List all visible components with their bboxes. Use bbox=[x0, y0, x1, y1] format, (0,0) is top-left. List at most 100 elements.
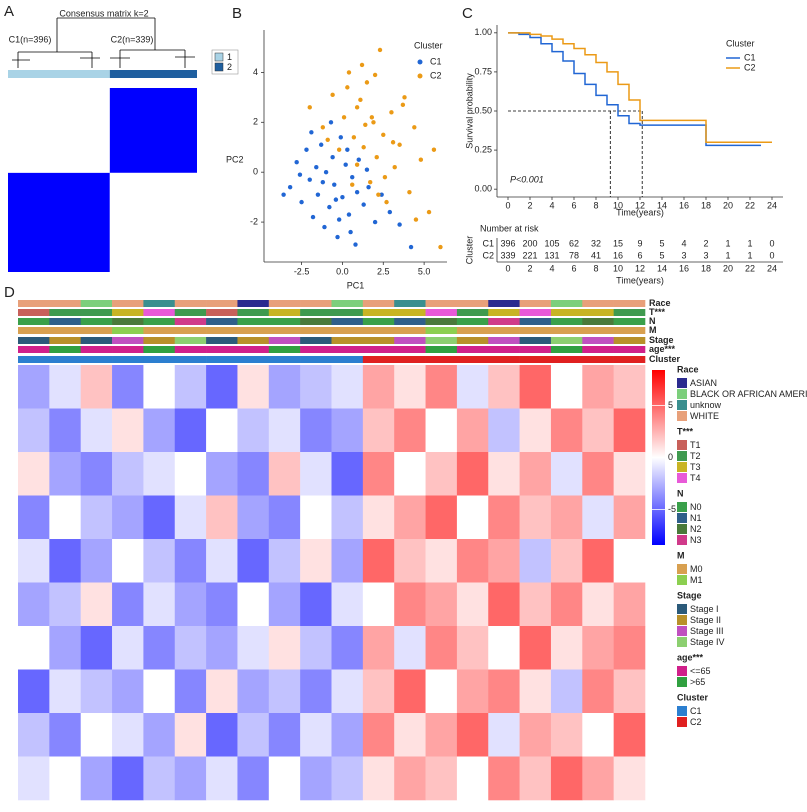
annotation-cell bbox=[300, 337, 332, 344]
heatmap-cell bbox=[582, 495, 614, 540]
point bbox=[320, 179, 326, 185]
heatmap-cell bbox=[143, 713, 176, 757]
heatmap-cell bbox=[519, 669, 552, 714]
point bbox=[364, 80, 370, 85]
heatmap-cell bbox=[394, 669, 426, 714]
annotation-label: N bbox=[649, 316, 656, 326]
heatmap-cell bbox=[394, 495, 426, 540]
risk-value: 200 bbox=[522, 238, 537, 248]
risk-value: 3 bbox=[703, 250, 708, 260]
point bbox=[412, 125, 417, 130]
legend-swatch bbox=[677, 666, 687, 676]
point bbox=[350, 174, 355, 180]
heatmap-cell bbox=[550, 495, 583, 540]
heatmap-cell bbox=[550, 756, 583, 801]
heatmap-cell bbox=[425, 539, 458, 583]
legend-title: age*** bbox=[677, 652, 704, 662]
annotation-cell bbox=[112, 346, 144, 353]
heatmap-cell bbox=[613, 539, 646, 583]
point bbox=[315, 192, 321, 197]
point bbox=[390, 140, 396, 145]
legend-swatch bbox=[677, 440, 687, 450]
heatmap-cell bbox=[362, 539, 395, 583]
annotation-cell bbox=[206, 337, 238, 344]
annotation-cell bbox=[425, 337, 458, 344]
heatmap-cell bbox=[268, 365, 301, 409]
annotation-cell bbox=[519, 356, 552, 363]
x-tick-label: 4 bbox=[549, 200, 554, 210]
annotation-label: Race bbox=[649, 298, 671, 308]
heatmap-cell bbox=[237, 539, 270, 583]
point bbox=[325, 137, 330, 142]
heatmap-cell bbox=[394, 582, 426, 627]
annotation-cell bbox=[49, 300, 81, 307]
annotation-cell bbox=[300, 309, 332, 316]
heatmap-cell bbox=[488, 408, 520, 453]
annotation-cell bbox=[425, 300, 458, 307]
heatmap-cell bbox=[394, 408, 426, 453]
annotation-cell bbox=[613, 327, 646, 334]
risk-value: 6 bbox=[637, 250, 642, 260]
point bbox=[327, 204, 332, 210]
heatmap-cell bbox=[488, 365, 520, 409]
x-tick-label: 16 bbox=[679, 200, 689, 210]
annotation-cell bbox=[488, 337, 520, 344]
annotation-cell bbox=[394, 346, 426, 353]
heatmap-cell bbox=[425, 365, 458, 409]
point bbox=[307, 177, 312, 182]
x-tick-label: 5.0 bbox=[418, 266, 431, 276]
panel-label: B bbox=[232, 5, 242, 22]
point bbox=[338, 135, 343, 140]
heatmap-cell bbox=[268, 495, 301, 540]
risk-value: 1 bbox=[747, 238, 752, 248]
heatmap-cell bbox=[519, 626, 552, 670]
annotation-cell bbox=[143, 300, 176, 307]
annotation-cell bbox=[300, 356, 332, 363]
heatmap-cell bbox=[456, 669, 489, 714]
heatmap-cell bbox=[331, 756, 364, 801]
heatmap-cell bbox=[18, 495, 50, 540]
heatmap-cell bbox=[143, 756, 176, 801]
annotation-cell bbox=[18, 300, 50, 307]
point bbox=[408, 244, 414, 250]
point bbox=[346, 70, 352, 75]
annotation-cell bbox=[613, 337, 646, 344]
annotation-cell bbox=[550, 356, 583, 363]
point bbox=[345, 85, 350, 90]
heatmap-cell bbox=[456, 756, 489, 801]
x-tick-label: 6 bbox=[571, 200, 576, 210]
heatmap-cell bbox=[80, 582, 113, 627]
annotation-cell bbox=[300, 300, 332, 307]
heatmap-cell bbox=[80, 495, 113, 540]
annotation-cell bbox=[300, 327, 332, 334]
heatmap-cell bbox=[425, 495, 458, 540]
risk-value: 5 bbox=[659, 238, 664, 248]
annotation-cell bbox=[582, 300, 614, 307]
heatmap-cell bbox=[488, 669, 520, 714]
point bbox=[318, 142, 324, 147]
legend-swatch bbox=[677, 502, 687, 512]
risk-value: 1 bbox=[725, 250, 730, 260]
legend-label: M0 bbox=[690, 564, 703, 574]
annotation-cell bbox=[331, 356, 364, 363]
heatmap-cell bbox=[488, 713, 520, 757]
legend-title: Cluster bbox=[677, 692, 709, 702]
heatmap-cell bbox=[394, 626, 426, 670]
annotation-cell bbox=[174, 346, 207, 353]
annotation-label: Cluster bbox=[649, 354, 681, 364]
annotation-cell bbox=[268, 309, 301, 316]
heatmap-cell bbox=[362, 626, 395, 670]
heatmap-cell bbox=[300, 669, 332, 714]
legend-swatch bbox=[677, 677, 687, 687]
heatmap-cell bbox=[519, 408, 552, 453]
heatmap-cell bbox=[519, 713, 552, 757]
risk-x-tick-label: 18 bbox=[701, 263, 711, 273]
point bbox=[368, 179, 373, 185]
heatmap-cell bbox=[331, 582, 364, 627]
heatmap-cell bbox=[488, 626, 520, 670]
heatmap-cell bbox=[550, 408, 583, 453]
point bbox=[413, 217, 419, 222]
point bbox=[359, 62, 365, 68]
point bbox=[366, 184, 371, 190]
heatmap-cell bbox=[206, 626, 238, 670]
